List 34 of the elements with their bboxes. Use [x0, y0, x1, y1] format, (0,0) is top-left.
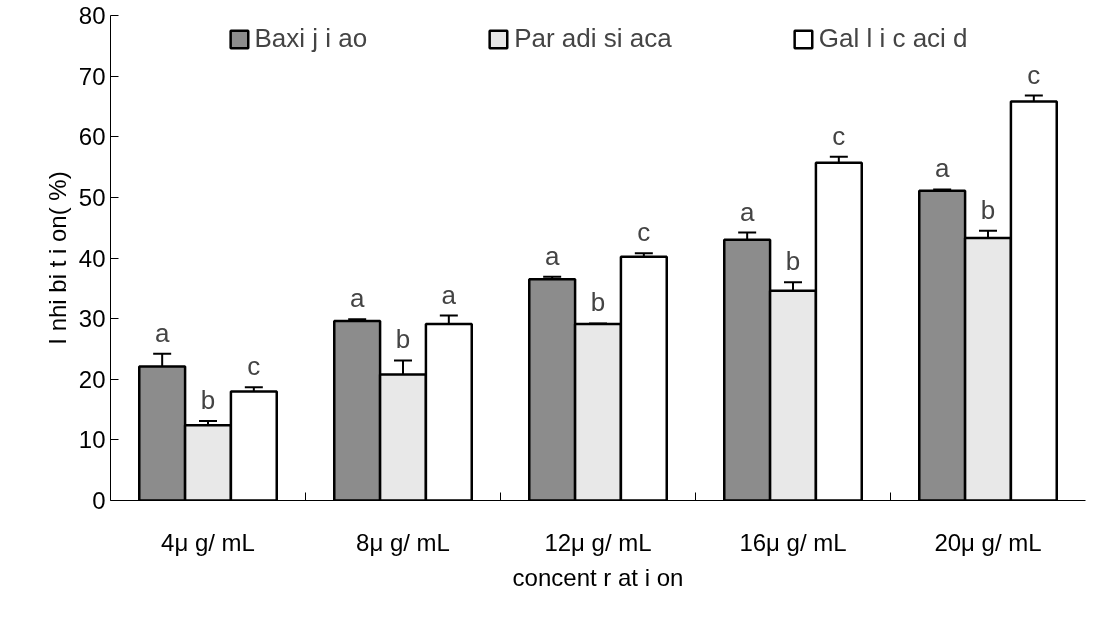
annotation: a: [349, 283, 365, 314]
y-tick-label: 0: [92, 487, 106, 514]
annotation: a: [154, 317, 170, 348]
annotation: a: [544, 240, 560, 271]
legend-label: Baxi j i ao: [254, 23, 368, 54]
annotation: c: [832, 120, 846, 151]
y-tick-label: 50: [78, 183, 106, 211]
x-tick-label: 8μ g/ mL: [356, 528, 450, 556]
annotation: b: [395, 324, 411, 355]
legend-label: Gal l i c aci d: [818, 23, 968, 54]
annotation: c: [1027, 59, 1041, 90]
y-tick-label: 40: [78, 244, 106, 272]
annotation: a: [934, 153, 950, 184]
y-axis-title: I nhi bi t i on( %): [43, 171, 71, 345]
x-axis-title: concent r at i on: [512, 563, 684, 591]
x-tick-label: 4μ g/ mL: [161, 528, 255, 556]
y-tick-label: 70: [78, 62, 106, 90]
annotation: c: [637, 217, 651, 248]
x-tick-label: 16μ g/ mL: [739, 528, 847, 556]
x-tick-label: 20μ g/ mL: [934, 528, 1042, 556]
annotation: b: [200, 385, 216, 416]
annotation: b: [980, 194, 996, 225]
y-tick-label: 10: [78, 426, 106, 454]
y-tick-label: 60: [78, 123, 106, 151]
annotation: b: [785, 246, 801, 277]
y-tick-label: 20: [78, 365, 106, 393]
annotation: c: [247, 351, 261, 382]
annotation: a: [441, 279, 457, 310]
y-tick-label: 30: [78, 305, 106, 333]
annotation: a: [739, 196, 755, 227]
legend-label: Par adi si aca: [514, 23, 672, 54]
x-tick-label: 12μ g/ mL: [544, 528, 652, 556]
y-tick-label: 80: [78, 2, 106, 29]
annotation: b: [590, 287, 606, 318]
